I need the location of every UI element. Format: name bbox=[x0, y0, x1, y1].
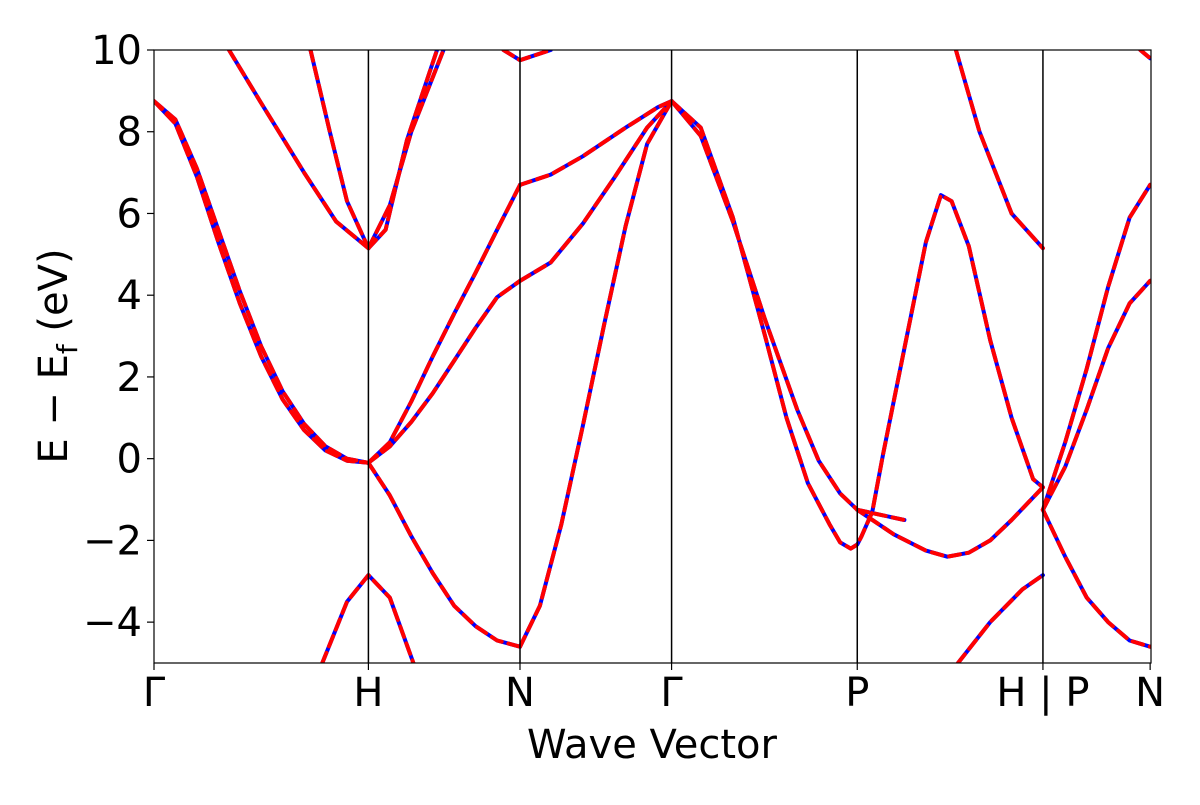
x-tick-label: Γ bbox=[143, 670, 166, 716]
series-1-band-21 bbox=[1040, 507, 1151, 649]
series-1-band-20 bbox=[1040, 278, 1151, 512]
series-0-band-9 bbox=[366, 460, 522, 649]
series-1-band-8 bbox=[366, 278, 522, 465]
y-tick-label: −4 bbox=[83, 600, 142, 646]
series-1-band-4 bbox=[366, 50, 446, 251]
series-1-band-18 bbox=[956, 573, 1045, 663]
series-1-band-7 bbox=[366, 182, 522, 465]
series-1-band-17 bbox=[953, 50, 1045, 251]
series-0-band-2 bbox=[227, 50, 371, 251]
y-tick-label: 0 bbox=[117, 437, 142, 483]
y-tick-label: 4 bbox=[117, 273, 142, 319]
series-0-band-17 bbox=[953, 50, 1045, 251]
x-axis-label: Wave Vector bbox=[527, 722, 778, 768]
bands-layer bbox=[154, 50, 1151, 663]
x-tick-label: P bbox=[845, 670, 869, 716]
series-1-band-11 bbox=[518, 99, 674, 187]
y-tick-label: 8 bbox=[117, 110, 142, 156]
series-1-band-5 bbox=[366, 50, 439, 251]
y-axis-label: E − Ef (eV) bbox=[31, 248, 84, 463]
y-axis-label-main: E − E bbox=[31, 354, 77, 464]
kpoint-lines bbox=[367, 50, 1044, 663]
series-1-band-9 bbox=[366, 460, 522, 649]
series-1-band-2 bbox=[227, 50, 371, 251]
series-1-band-19 bbox=[1040, 182, 1151, 512]
series-1-band-3 bbox=[308, 50, 371, 251]
x-tick-label: N bbox=[1135, 670, 1165, 716]
x-tick-label: N bbox=[505, 670, 535, 716]
series-1-band-13 bbox=[518, 99, 674, 649]
y-tick-label: 6 bbox=[117, 191, 142, 237]
series-1-band-22 bbox=[1138, 50, 1151, 61]
y-tick-label: 10 bbox=[91, 28, 142, 74]
x-tick-label: H bbox=[353, 670, 383, 716]
y-axis-label-unit: (eV) bbox=[31, 248, 77, 344]
x-axis-ticks: Γ H N Γ P H | P N bbox=[143, 663, 1165, 716]
plot-frame bbox=[153, 49, 1152, 664]
y-axis-ticks: −4 −2 0 2 4 6 8 10 bbox=[83, 28, 154, 646]
series-1-band-0 bbox=[154, 99, 371, 465]
x-tick-label: H | P bbox=[996, 670, 1089, 716]
series-0-band-21 bbox=[1040, 507, 1151, 649]
y-axis-label-subscript: f bbox=[51, 343, 84, 354]
y-tick-label: −2 bbox=[83, 518, 142, 564]
series-0-band-13 bbox=[518, 99, 674, 649]
x-tick-label: Γ bbox=[660, 670, 683, 716]
series-1-band-16 bbox=[855, 507, 907, 522]
series-0-band-3 bbox=[308, 50, 371, 251]
series-1-band-15 bbox=[669, 99, 1045, 551]
series-1-band-1 bbox=[154, 99, 371, 465]
series-0-band-19 bbox=[1040, 182, 1151, 512]
series-1-band-12 bbox=[518, 99, 674, 283]
series-1-band-10 bbox=[501, 50, 553, 63]
y-tick-label: 2 bbox=[117, 355, 142, 401]
